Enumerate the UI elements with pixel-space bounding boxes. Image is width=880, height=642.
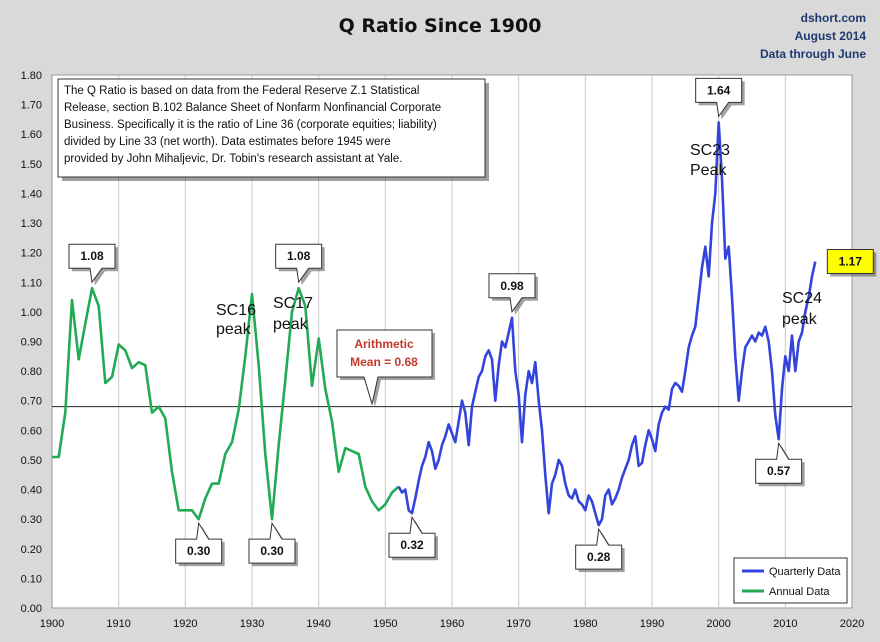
peak-label-sc17: SC17 peak bbox=[273, 295, 313, 333]
callout-1-64: 1.64 bbox=[695, 77, 745, 120]
y-tick-label: 1.10 bbox=[21, 277, 42, 289]
note-line-5: provided by John Mihaljevic, Dr. Tobin's… bbox=[64, 153, 402, 165]
series-line-annual-data bbox=[52, 286, 400, 521]
x-tick-label: 1920 bbox=[173, 618, 197, 630]
callout-0-28: 0.28 bbox=[575, 527, 625, 573]
legend-label-quarterly: Quarterly Data bbox=[769, 566, 841, 578]
y-tick-label: 0.70 bbox=[21, 396, 42, 408]
x-tick-label: 1980 bbox=[573, 618, 597, 630]
y-tick-label: 1.30 bbox=[21, 218, 42, 230]
y-tick-label: 1.80 bbox=[21, 70, 42, 82]
x-tick-label: 2020 bbox=[840, 618, 864, 630]
peak-label-sc24: SC24 peak bbox=[782, 290, 822, 328]
data-series bbox=[52, 121, 817, 527]
legend: Quarterly Data Annual Data bbox=[733, 557, 848, 604]
y-tick-label: 1.00 bbox=[21, 307, 42, 319]
callout-1-08: 1.08 bbox=[275, 243, 325, 286]
y-tick-label: 0.40 bbox=[21, 485, 42, 497]
x-tick-label: 1950 bbox=[373, 618, 397, 630]
peak-label-sc23: SC23 Peak bbox=[690, 142, 730, 179]
y-tick-label: 0.30 bbox=[21, 514, 42, 526]
mean-label-1: Arithmetic bbox=[354, 337, 414, 351]
svg-text:SC23: SC23 bbox=[690, 142, 730, 159]
callout-1-08: 1.08 bbox=[68, 243, 118, 286]
svg-text:SC17: SC17 bbox=[273, 295, 313, 312]
svg-text:peak: peak bbox=[273, 316, 309, 333]
y-tick-label: 0.90 bbox=[21, 337, 42, 349]
x-tick-label: 2010 bbox=[773, 618, 797, 630]
y-tick-label: 1.60 bbox=[21, 129, 42, 141]
value-callouts: 1.08 0.30 0.30 1.08 0.32 0.98 0.28 1.64 0.57 1.17 bbox=[68, 77, 877, 573]
chart-title: Q Ratio Since 1900 bbox=[339, 15, 542, 37]
y-tick-label: 1.70 bbox=[21, 100, 42, 112]
callout-label: 0.30 bbox=[187, 544, 211, 558]
source-line-1: dshort.com bbox=[801, 11, 866, 25]
callout-label: 0.30 bbox=[260, 544, 284, 558]
callout-label: 1.08 bbox=[80, 249, 104, 263]
y-tick-label: 0.20 bbox=[21, 544, 42, 556]
x-tick-label: 1960 bbox=[440, 618, 464, 630]
y-tick-label: 1.40 bbox=[21, 188, 42, 200]
svg-text:Peak: Peak bbox=[690, 162, 727, 179]
callout-0-32: 0.32 bbox=[388, 515, 438, 561]
svg-text:SC16: SC16 bbox=[216, 302, 256, 319]
legend-label-annual: Annual Data bbox=[769, 586, 830, 598]
mean-callout: Arithmetic Mean = 0.68 bbox=[336, 329, 435, 407]
callout-label: 1.08 bbox=[287, 249, 311, 263]
source-line-2: August 2014 bbox=[795, 29, 867, 43]
callout-label: 0.57 bbox=[767, 464, 791, 478]
callout-0-30: 0.30 bbox=[248, 521, 298, 567]
x-tick-label: 1990 bbox=[640, 618, 664, 630]
x-tick-label: 1900 bbox=[40, 618, 64, 630]
callout-label: 0.98 bbox=[500, 279, 524, 293]
x-tick-label: 1940 bbox=[306, 618, 330, 630]
y-tick-label: 0.80 bbox=[21, 366, 42, 378]
callout-0-30: 0.30 bbox=[175, 521, 225, 567]
x-tick-label: 1970 bbox=[506, 618, 530, 630]
note-box: The Q Ratio is based on data from the Fe… bbox=[57, 78, 489, 181]
y-tick-label: 1.20 bbox=[21, 248, 42, 260]
callout-0-98: 0.98 bbox=[488, 273, 538, 315]
y-tick-label: 0.50 bbox=[21, 455, 42, 467]
y-tick-label: 0.10 bbox=[21, 573, 42, 585]
y-tick-label: 0.00 bbox=[21, 603, 42, 615]
source-line-3: Data through June bbox=[760, 47, 866, 61]
note-line-2: Release, section B.102 Balance Sheet of … bbox=[64, 102, 441, 114]
peak-label-sc16: SC16 peak bbox=[216, 302, 256, 338]
callout-0-57: 0.57 bbox=[755, 441, 805, 487]
series-line-quarterly-data bbox=[397, 121, 817, 527]
svg-text:peak: peak bbox=[782, 311, 818, 328]
callout-label: 1.64 bbox=[707, 83, 731, 97]
callout-label: 0.32 bbox=[400, 538, 424, 552]
svg-text:SC24: SC24 bbox=[782, 290, 822, 307]
callout-1-17: 1.17 bbox=[826, 249, 877, 277]
x-tick-label: 1930 bbox=[240, 618, 264, 630]
callout-label: 1.17 bbox=[839, 255, 863, 269]
note-line-1: The Q Ratio is based on data from the Fe… bbox=[64, 85, 419, 97]
svg-text:peak: peak bbox=[216, 321, 252, 338]
y-axis-ticks: 0.00 0.10 0.20 0.30 0.40 0.50 0.60 0.70 0.80 0.90… bbox=[21, 70, 42, 615]
callout-label: 0.28 bbox=[587, 550, 611, 564]
y-tick-label: 1.50 bbox=[21, 159, 42, 171]
y-tick-label: 0.60 bbox=[21, 425, 42, 437]
note-line-3: Business. Specifically it is the ratio o… bbox=[64, 119, 437, 131]
x-tick-label: 2000 bbox=[706, 618, 730, 630]
mean-label-2: Mean = 0.68 bbox=[350, 355, 418, 369]
x-axis-ticks: 1900 1910 1920 1930 1940 1950 1960 1970 1980 1990… bbox=[40, 618, 864, 630]
x-tick-label: 1910 bbox=[106, 618, 130, 630]
note-line-4: divided by Line 33 (net worth). Data est… bbox=[64, 136, 391, 148]
